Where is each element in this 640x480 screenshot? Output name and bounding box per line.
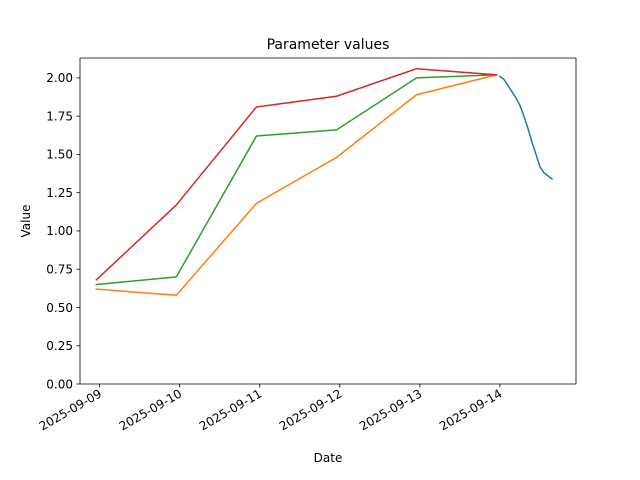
series-layer [95,67,554,296]
x-tick-label: 2025-09-14 [437,386,504,433]
y-tick-label: 0.75 [46,263,73,277]
x-tick-label: 2025-09-12 [277,386,344,433]
series-line-3 [95,74,498,286]
x-tick-label: 2025-09-09 [37,386,104,433]
y-tick-label: 0.00 [46,377,73,391]
y-axis: 0.00 0.25 0.50 0.75 1.00 1.25 1.50 1.75 2.00 [46,71,80,391]
x-axis-label: Date [314,451,343,465]
y-tick-label: 0.50 [46,301,73,315]
x-tick-label: 2025-09-13 [357,386,424,433]
series-line-2 [95,73,498,296]
chart-title: Parameter values [267,37,390,53]
y-tick-label: 1.50 [46,148,73,162]
x-tick-label: 2025-09-10 [117,386,184,433]
y-tick-label: 0.25 [46,339,73,353]
x-tick-label: 2025-09-11 [197,386,264,433]
y-tick-label: 1.00 [46,224,73,238]
y-tick-label: 1.75 [46,109,73,123]
axes-frame [79,57,577,385]
series-line-1 [498,75,554,180]
y-axis-label: Value [19,205,33,238]
x-axis: 2025-09-09 2025-09-10 2025-09-11 2025-09-12… [37,384,504,433]
series-line-4 [95,67,498,281]
y-tick-label: 2.00 [46,71,73,85]
y-tick-label: 1.25 [46,186,73,200]
plot-area [80,58,576,384]
